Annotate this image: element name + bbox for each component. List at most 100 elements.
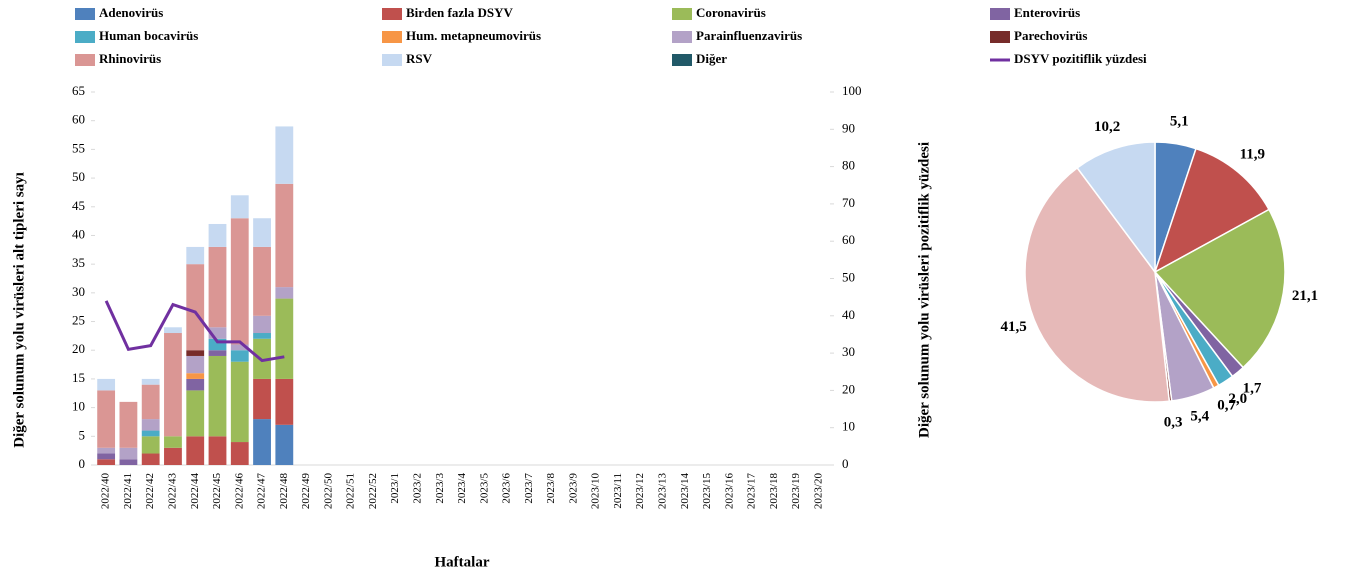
x-tick-label: 2022/46 [233, 473, 245, 510]
x-tick-label: 2023/13 [656, 473, 668, 510]
legend-label: Rhinovirüs [99, 51, 161, 66]
x-tick-label: 2023/4 [456, 473, 468, 504]
y2-tick-label: 100 [842, 83, 862, 98]
bar [97, 453, 116, 460]
y-tick-label: 25 [72, 313, 85, 328]
legend-marker [672, 31, 692, 43]
legend-marker [382, 8, 402, 20]
bar [186, 373, 205, 379]
bar [230, 442, 249, 465]
y2-tick-label: 50 [842, 269, 855, 284]
y2-tick-label: 30 [842, 344, 855, 359]
legend-label: Hum. metapneumovirüs [406, 28, 541, 43]
x-tick-label: 2023/7 [523, 473, 535, 504]
pie-label: 0,3 [1164, 414, 1183, 430]
bar [230, 195, 249, 219]
bar [119, 401, 138, 448]
bar [186, 355, 205, 374]
bar [186, 436, 205, 465]
pie-label: 0,7 [1217, 398, 1236, 414]
x-tick-label: 2022/48 [278, 473, 290, 510]
legend-label: Adenovirüs [99, 5, 163, 20]
y2-tick-label: 40 [842, 307, 855, 322]
y2-tick-label: 10 [842, 419, 855, 434]
bar [164, 327, 182, 334]
y2-tick-label: 0 [842, 456, 849, 471]
bar [186, 246, 205, 265]
bar [164, 333, 182, 437]
legend-marker [75, 31, 95, 43]
x-tick-label: 2023/14 [679, 473, 691, 510]
bar [253, 218, 271, 247]
bar [253, 419, 271, 465]
bar [141, 378, 160, 385]
x-tick-label: 2022/52 [367, 473, 379, 509]
x-tick-label: 2023/2 [411, 473, 423, 504]
y-axis-label: Diğer solunum yolu virüsleri alt tipleri… [11, 172, 27, 448]
y-tick-label: 65 [72, 83, 85, 98]
y-tick-label: 0 [79, 456, 86, 471]
bar [208, 338, 227, 351]
bar [208, 327, 227, 339]
pie-label: 1,7 [1243, 380, 1262, 396]
x-tick-label: 2022/40 [100, 473, 112, 510]
y2-tick-label: 90 [842, 120, 855, 135]
bar [208, 246, 227, 328]
bar [230, 218, 249, 345]
y2-tick-label: 20 [842, 381, 855, 396]
x-tick-label: 2022/41 [122, 473, 134, 509]
x-tick-label: 2023/6 [501, 473, 513, 504]
x-tick-label: 2023/10 [590, 473, 602, 510]
bar [97, 447, 116, 454]
legend-marker [382, 31, 402, 43]
y-tick-label: 60 [72, 112, 85, 127]
legend-label: RSV [406, 51, 433, 66]
bar [253, 246, 271, 316]
bar [164, 447, 182, 465]
x-tick-label: 2022/42 [144, 473, 156, 509]
bar [275, 183, 294, 288]
x-tick-label: 2023/19 [790, 473, 802, 510]
bar [208, 355, 227, 437]
bar [253, 315, 271, 334]
y-tick-label: 50 [72, 169, 85, 184]
line [104, 300, 285, 363]
legend-label: Parainfluenzavirüs [696, 28, 802, 43]
x-tick-label: 2023/15 [701, 473, 713, 510]
y-tick-label: 45 [72, 198, 85, 213]
legend-label: Human bocavirüs [99, 28, 198, 43]
bar [208, 350, 227, 356]
bar [141, 436, 160, 454]
x-tick-label: 2023/3 [434, 473, 446, 504]
x-tick-label: 2022/44 [189, 473, 201, 510]
bar [275, 378, 294, 425]
y-tick-label: 15 [72, 370, 85, 385]
x-tick-label: 2023/16 [723, 473, 735, 510]
x-tick-label: 2022/51 [345, 473, 357, 509]
legend-marker [672, 8, 692, 20]
x-tick-label: 2022/47 [256, 473, 268, 510]
pie-label: 11,9 [1240, 147, 1265, 163]
y-tick-label: 40 [72, 226, 85, 241]
y-tick-label: 55 [72, 140, 85, 155]
bar [253, 378, 271, 420]
x-tick-label: 2023/20 [812, 473, 824, 510]
bar [230, 344, 249, 351]
x-tick-label: 2023/18 [768, 473, 780, 510]
bar [141, 453, 160, 465]
bar [208, 223, 227, 247]
legend-marker [990, 8, 1010, 20]
bar [230, 361, 249, 443]
bar [275, 287, 294, 299]
x-axis-label: Haftalar [435, 554, 490, 570]
x-tick-label: 2023/5 [478, 473, 490, 504]
bar [275, 126, 294, 184]
legend-label: Birden fazla DSYV [406, 5, 514, 20]
bar [275, 298, 294, 379]
legend-label: Enterovirüs [1014, 5, 1080, 20]
y-tick-label: 5 [79, 427, 86, 442]
bar [97, 459, 116, 465]
bar [119, 459, 138, 465]
bar [186, 264, 205, 351]
